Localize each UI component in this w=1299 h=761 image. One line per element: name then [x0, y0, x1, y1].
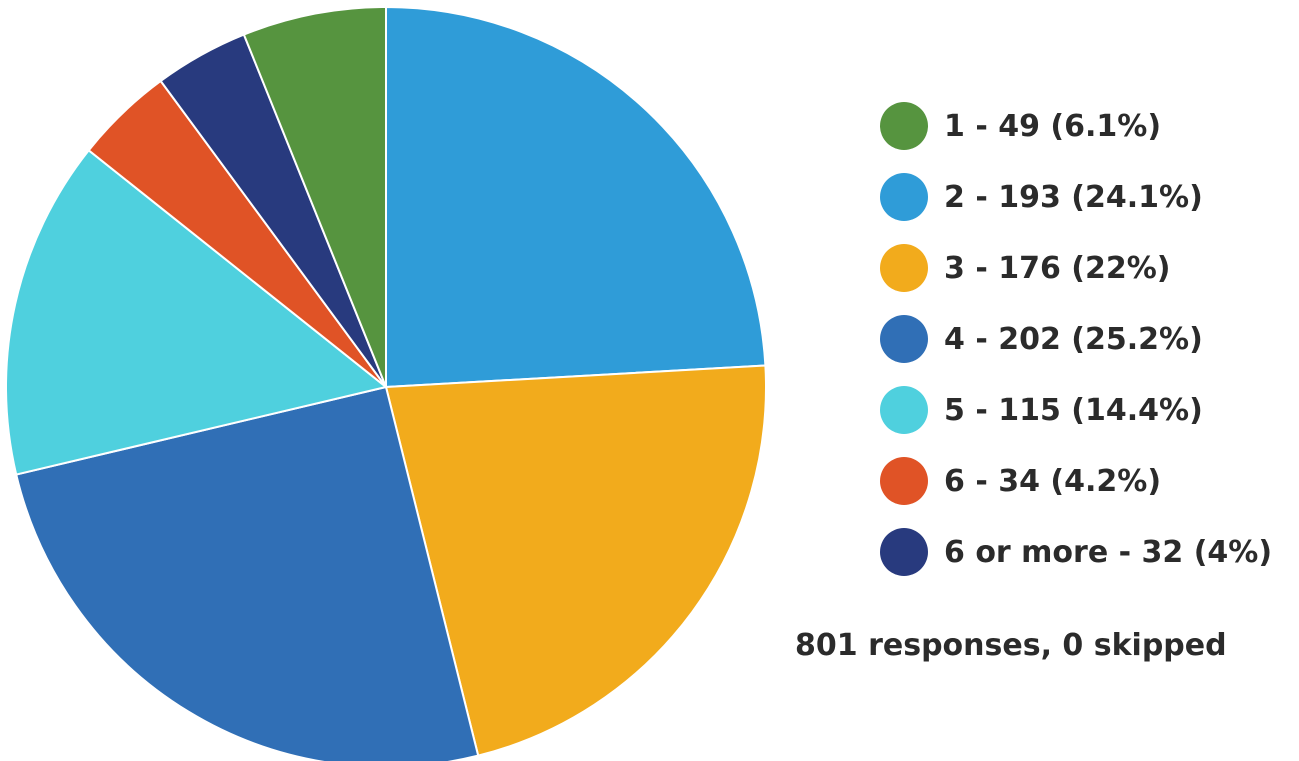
legend-swatch — [880, 528, 928, 576]
legend-item: 4 - 202 (25.2%) — [880, 315, 1272, 363]
legend-item: 2 - 193 (24.1%) — [880, 173, 1272, 221]
legend-swatch — [880, 244, 928, 292]
legend-label: 2 - 193 (24.1%) — [944, 179, 1203, 215]
pie-slice-4 — [15, 386, 480, 761]
legend-item: 3 - 176 (22%) — [880, 244, 1272, 292]
response-summary: 801 responses, 0 skipped — [795, 628, 1227, 663]
legend-swatch — [880, 315, 928, 363]
legend-swatch — [880, 102, 928, 150]
legend-item: 6 or more - 32 (4%) — [880, 528, 1272, 576]
legend-item: 5 - 115 (14.4%) — [880, 386, 1272, 434]
legend-swatch — [880, 386, 928, 434]
legend-label: 6 or more - 32 (4%) — [944, 534, 1273, 570]
pie-slice-5 — [5, 149, 387, 476]
pie-slice-3 — [385, 364, 767, 757]
legend-item: 1 - 49 (6.1%) — [880, 102, 1272, 150]
legend-label: 4 - 202 (25.2%) — [944, 321, 1203, 357]
pie-chart — [5, 6, 767, 761]
legend-swatch — [880, 173, 928, 221]
pie-slice-1 — [242, 6, 387, 388]
legend-label: 5 - 115 (14.4%) — [944, 392, 1203, 428]
legend-swatch — [880, 457, 928, 505]
legend-label: 6 - 34 (4.2%) — [944, 463, 1162, 499]
legend-item: 6 - 34 (4.2%) — [880, 457, 1272, 505]
legend-label: 1 - 49 (6.1%) — [944, 108, 1162, 144]
pie-slice-2 — [385, 6, 767, 388]
legend-label: 3 - 176 (22%) — [944, 250, 1171, 286]
legend: 1 - 49 (6.1%) 2 - 193 (24.1%) 3 - 176 (22%… — [880, 102, 1272, 599]
